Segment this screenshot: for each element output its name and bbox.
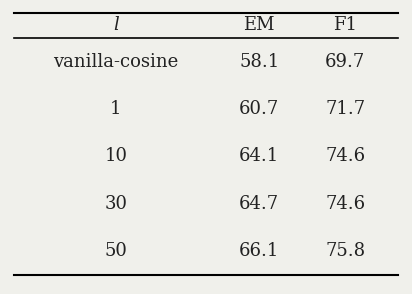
Text: 30: 30 [105,195,127,213]
Text: 1: 1 [110,100,122,118]
Text: EM: EM [243,16,275,34]
Text: 64.1: 64.1 [239,148,279,166]
Text: 69.7: 69.7 [325,53,365,71]
Text: 74.6: 74.6 [325,148,365,166]
Text: 75.8: 75.8 [325,243,365,260]
Text: 74.6: 74.6 [325,195,365,213]
Text: 71.7: 71.7 [325,100,365,118]
Text: vanilla-cosine: vanilla-cosine [53,53,178,71]
Text: 66.1: 66.1 [239,243,279,260]
Text: F1: F1 [333,16,357,34]
Text: 64.7: 64.7 [239,195,279,213]
Text: 58.1: 58.1 [239,53,279,71]
Text: 50: 50 [105,243,127,260]
Text: 60.7: 60.7 [239,100,279,118]
Text: l: l [113,16,119,34]
Text: 10: 10 [105,148,127,166]
